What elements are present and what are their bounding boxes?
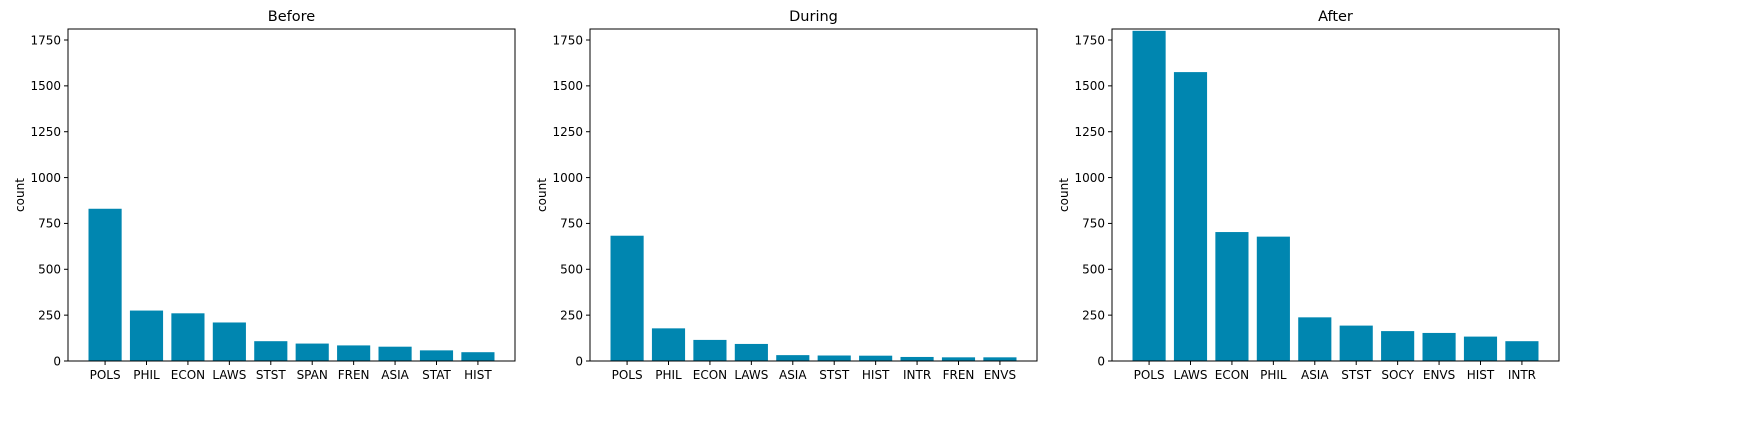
x-tick-label-phil: PHIL (1260, 368, 1287, 382)
x-tick-label-econ: ECON (1215, 368, 1249, 382)
x-tick-label-fren: FREN (943, 368, 975, 382)
y-tick-label: 750 (38, 217, 61, 231)
y-axis-label: count (13, 178, 27, 212)
y-tick-label: 0 (575, 354, 583, 368)
bar-laws (212, 322, 246, 361)
bar-stst (254, 341, 288, 361)
plot-frame (1111, 28, 1560, 362)
bar-pols (610, 235, 644, 361)
bar-econ (1215, 232, 1249, 361)
bar-hist (461, 352, 495, 361)
y-axis-label: count (535, 178, 549, 212)
y-tick-label: 1250 (552, 125, 583, 139)
bar-phil (1256, 236, 1290, 361)
bar-econ (693, 339, 727, 361)
bar-intr (1505, 341, 1539, 361)
bar-stst (1339, 325, 1373, 361)
bar-phil (129, 310, 164, 361)
x-tick-label-hist: HIST (862, 368, 890, 382)
x-tick-label-asia: ASIA (381, 368, 409, 382)
y-tick-label: 1500 (1074, 79, 1105, 93)
y-tick-label: 1000 (1074, 171, 1105, 185)
y-tick-label: 1750 (552, 33, 583, 47)
x-tick-label-span: SPAN (297, 368, 328, 382)
chart-panel-0: 0 250 500 750 1000 1250 1500 1750 POLS PHIL ECON LA… (13, 9, 516, 382)
bar-laws (734, 343, 768, 361)
x-tick-label-intr: INTR (903, 368, 931, 382)
y-tick-label: 750 (1082, 217, 1105, 231)
y-tick-label: 0 (1097, 354, 1105, 368)
bar-asia (1298, 317, 1332, 361)
x-tick-label-pols: POLS (612, 368, 643, 382)
chart-title: During (789, 9, 838, 25)
y-tick-label: 1250 (30, 125, 61, 139)
x-tick-label-asia: ASIA (779, 368, 807, 382)
bar-hist (1463, 336, 1498, 361)
x-tick-label-laws: LAWS (734, 368, 768, 382)
y-tick-label: 1000 (30, 171, 61, 185)
x-tick-label-intr: INTR (1508, 368, 1536, 382)
bar-socy (1381, 331, 1415, 361)
x-tick-label-envs: ENVS (1423, 368, 1455, 382)
y-tick-label: 1500 (552, 79, 583, 93)
bar-span (295, 343, 329, 361)
x-tick-label-econ: ECON (693, 368, 727, 382)
x-tick-label-stst: STST (256, 368, 287, 382)
x-tick-label-econ: ECON (171, 368, 205, 382)
plot-frame (589, 28, 1038, 362)
y-tick-label: 500 (1082, 263, 1105, 277)
bar-asia (776, 355, 810, 361)
bar-laws (1173, 72, 1208, 361)
x-tick-label-socy: SOCY (1381, 368, 1414, 382)
bar-asia (378, 346, 412, 361)
x-tick-label-fren: FREN (338, 368, 370, 382)
bar-fren (337, 345, 371, 361)
chart-panel-2: 0 250 500 750 1000 1250 1500 1750 POLS LAWS ECON PH… (1057, 9, 1560, 382)
x-tick-label-stat: STAT (422, 368, 451, 382)
x-tick-label-laws: LAWS (212, 368, 246, 382)
y-tick-label: 250 (38, 308, 61, 322)
x-tick-label-stst: STST (819, 368, 850, 382)
bar-pols (88, 208, 122, 361)
y-tick-label: 250 (560, 308, 583, 322)
chart-panel-1: 0 250 500 750 1000 1250 1500 1750 POLS PHIL ECON LA… (535, 9, 1038, 382)
y-tick-label: 750 (560, 217, 583, 231)
x-tick-label-stst: STST (1341, 368, 1372, 382)
y-tick-label: 500 (38, 263, 61, 277)
y-tick-label: 1000 (552, 171, 583, 185)
bar-intr (900, 356, 934, 361)
chart-title: Before (268, 9, 315, 25)
y-tick-label: 250 (1082, 308, 1105, 322)
bar-hist (859, 355, 893, 361)
x-tick-label-envs: ENVS (984, 368, 1016, 382)
y-tick-label: 1500 (30, 79, 61, 93)
y-axis-label: count (1057, 178, 1071, 212)
y-tick-label: 1750 (30, 33, 61, 47)
plot-frame (67, 28, 516, 362)
bar-envs (1422, 332, 1456, 361)
y-tick-label: 1750 (1074, 33, 1105, 47)
x-tick-label-hist: HIST (1467, 368, 1495, 382)
bar-phil (651, 328, 686, 361)
bar-envs (983, 357, 1017, 361)
x-tick-label-phil: PHIL (655, 368, 682, 382)
x-tick-label-asia: ASIA (1301, 368, 1329, 382)
bar-stat (419, 350, 454, 361)
bar-stst (817, 355, 851, 361)
y-tick-label: 500 (560, 263, 583, 277)
x-tick-label-hist: HIST (464, 368, 492, 382)
chart-title: After (1318, 9, 1353, 25)
bar-pols (1132, 30, 1166, 362)
y-tick-label: 1250 (1074, 125, 1105, 139)
x-tick-label-phil: PHIL (133, 368, 160, 382)
x-tick-label-pols: POLS (1134, 368, 1165, 382)
bar-fren (941, 357, 976, 361)
bar-econ (171, 313, 205, 361)
x-tick-label-pols: POLS (90, 368, 121, 382)
x-tick-label-laws: LAWS (1174, 368, 1208, 382)
y-tick-label: 0 (53, 354, 61, 368)
